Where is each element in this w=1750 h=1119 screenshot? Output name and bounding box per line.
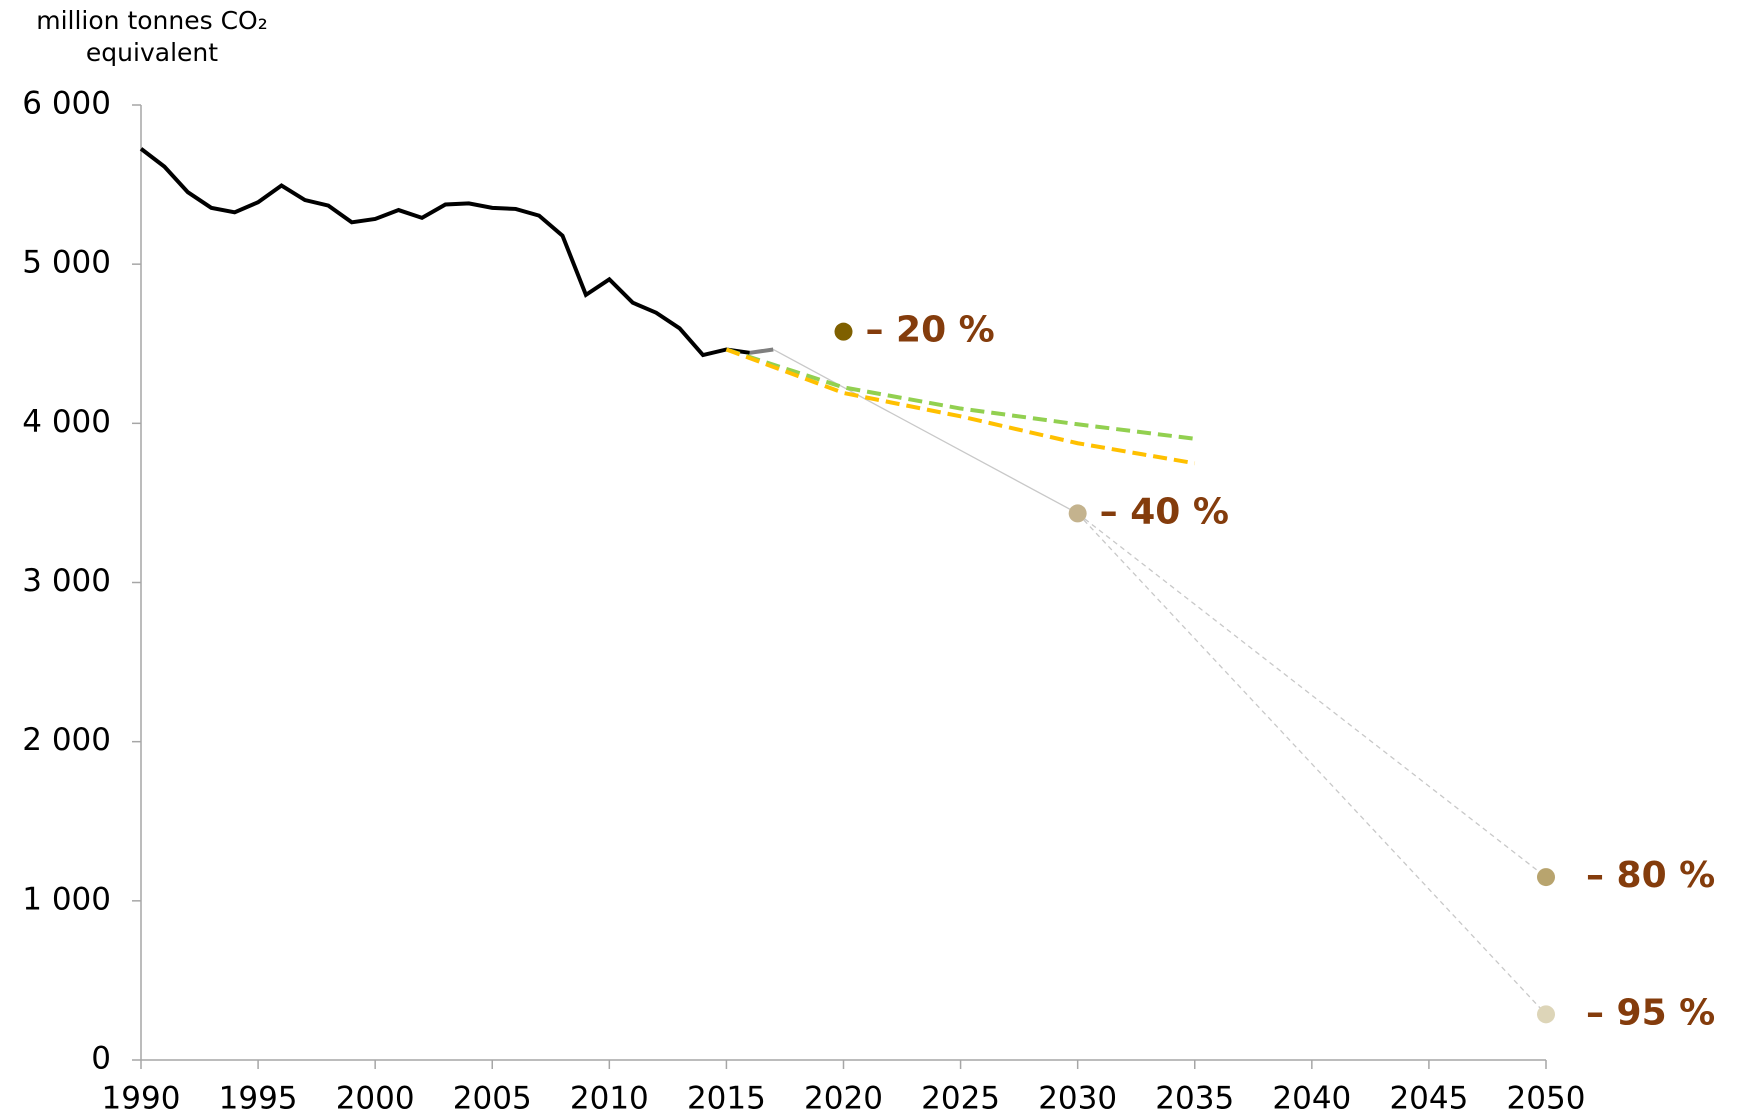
target-label: – 95 % [1586,992,1715,1033]
x-tick-label: 2035 [1155,1081,1234,1117]
x-tick-label: 2015 [687,1081,766,1117]
x-tick-label: 2005 [453,1081,532,1117]
target-point [1537,1005,1555,1024]
x-tick-label: 2030 [1038,1081,1117,1117]
y-tick-label: 6 000 [22,86,111,122]
connector [1077,512,1547,878]
target-label: – 40 % [1100,491,1229,532]
y-tick-label: 0 [91,1041,111,1077]
target-label: – 20 % [866,310,995,351]
x-tick-label: 1995 [219,1081,298,1117]
y-axis-title: million tonnes CO₂ [36,6,268,35]
y-tick-label: 5 000 [22,245,111,281]
x-tick-label: 2040 [1272,1081,1351,1117]
x-tick-label: 2020 [804,1081,883,1117]
connector [772,348,1078,514]
x-tick-label: 2010 [570,1081,649,1117]
y-axis-title: equivalent [86,38,218,67]
series-line [725,347,1196,466]
y-tick-label: 2 000 [22,722,111,758]
target-label: – 80 % [1586,855,1715,896]
target-point [1537,868,1555,887]
x-tick-label: 2045 [1389,1081,1468,1117]
connector [1077,512,1547,1015]
series-line [139,147,751,358]
y-tick-label: 4 000 [22,404,111,440]
y-tick-label: 1 000 [22,881,111,917]
x-tick-label: 2025 [921,1081,1000,1117]
y-tick-label: 3 000 [22,563,111,599]
series-line [749,347,774,355]
target-point [834,322,853,341]
x-tick-label: 1990 [102,1081,181,1117]
x-tick-label: 2000 [336,1081,415,1117]
series-line [725,347,1195,441]
x-tick-label: 2050 [1507,1081,1586,1117]
target-point [1068,504,1087,523]
